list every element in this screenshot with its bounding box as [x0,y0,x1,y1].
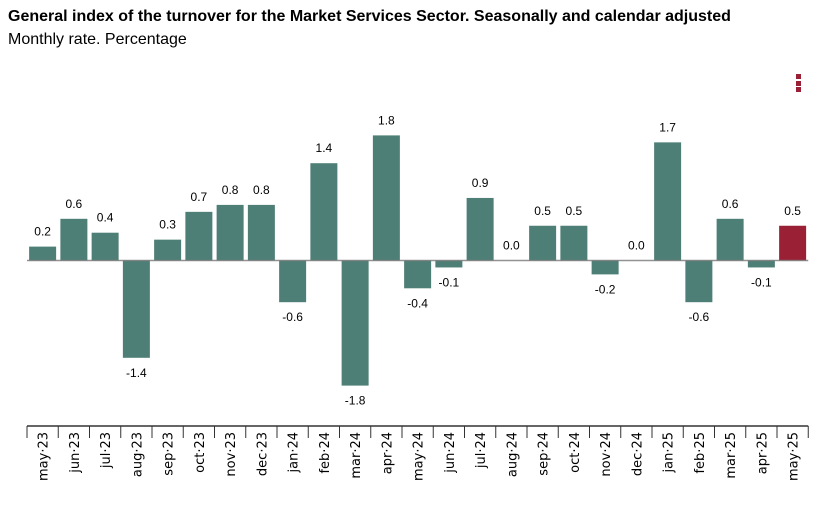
x-tick-label: feb·24 [318,432,333,474]
data-label: -0.4 [407,296,428,310]
bar [404,260,432,289]
data-label: 1.7 [659,120,676,134]
chart-subtitle: Monthly rate. Percentage [8,31,187,48]
bar [341,260,369,386]
bar [154,239,182,261]
data-label: -0.2 [595,282,616,296]
x-tick-label: jan·25 [662,432,677,474]
data-label: -1.4 [126,366,147,380]
x-tick-label: apr·24 [380,432,395,474]
bar [247,204,275,261]
bar [591,260,619,275]
bar [216,204,244,261]
data-label: 0.0 [503,239,520,253]
data-label: -0.6 [282,310,303,324]
bar [279,260,307,303]
x-tick-label: dec·23 [255,432,270,476]
x-tick-label: mar·24 [349,432,364,479]
bar [560,225,588,261]
bar [29,246,57,261]
x-tick-label: oct·23 [193,432,208,473]
chart-title: General index of the turnover for the Ma… [8,8,731,25]
bar [372,135,400,261]
bar [685,260,713,303]
data-label: 0.0 [628,239,645,253]
x-tick-label: jun·24 [443,432,458,474]
x-tick-label: sep·24 [537,432,552,476]
data-label: 0.6 [722,197,739,211]
data-label: -0.6 [689,310,710,324]
data-label: 0.5 [534,204,551,218]
data-label: 0.3 [159,218,176,232]
bar [747,260,775,268]
x-tick-label: may·25 [787,432,802,481]
x-tick-label: jul·23 [99,432,114,469]
data-label: -0.1 [439,275,460,289]
bar [122,260,150,358]
bar [185,211,213,261]
bar [716,218,744,261]
bar [60,218,88,261]
x-tick-label: mar·25 [724,432,739,479]
x-tick-label: jun·23 [68,432,83,474]
bar [779,225,807,261]
data-label: 1.4 [316,141,333,155]
x-tick-label: may·23 [37,432,52,481]
bar [654,142,682,261]
data-label: 0.6 [66,197,83,211]
x-tick-label: dec·24 [630,432,645,476]
x-tick-label: may·24 [412,432,427,481]
data-label: 0.4 [97,211,114,225]
x-tick-label: nov·23 [224,432,239,477]
data-label: 0.5 [566,204,583,218]
x-tick-label: jul·24 [474,432,489,469]
x-tick-label: aug·24 [505,432,520,477]
x-tick-label: apr·25 [755,432,770,474]
data-label: 0.8 [222,183,239,197]
data-label: -0.1 [751,275,772,289]
bar [466,197,494,261]
bar [310,163,338,261]
data-label: 1.8 [378,113,395,127]
bar [91,232,119,261]
data-label: 0.2 [34,225,51,239]
data-label: 0.8 [253,183,270,197]
data-label: 0.9 [472,176,489,190]
data-label: 0.5 [784,204,801,218]
x-tick-label: nov·24 [599,432,614,477]
bar [529,225,557,261]
x-tick-label: feb·25 [693,432,708,474]
data-label: 0.7 [191,190,208,204]
data-label: -1.8 [345,394,366,408]
kebab-menu-icon[interactable] [796,74,802,94]
bar [435,260,463,268]
x-tick-label: jan·24 [287,432,302,474]
x-tick-label: sep·23 [162,432,177,476]
x-tick-label: aug·23 [130,432,145,477]
x-tick-label: oct·24 [568,432,583,473]
